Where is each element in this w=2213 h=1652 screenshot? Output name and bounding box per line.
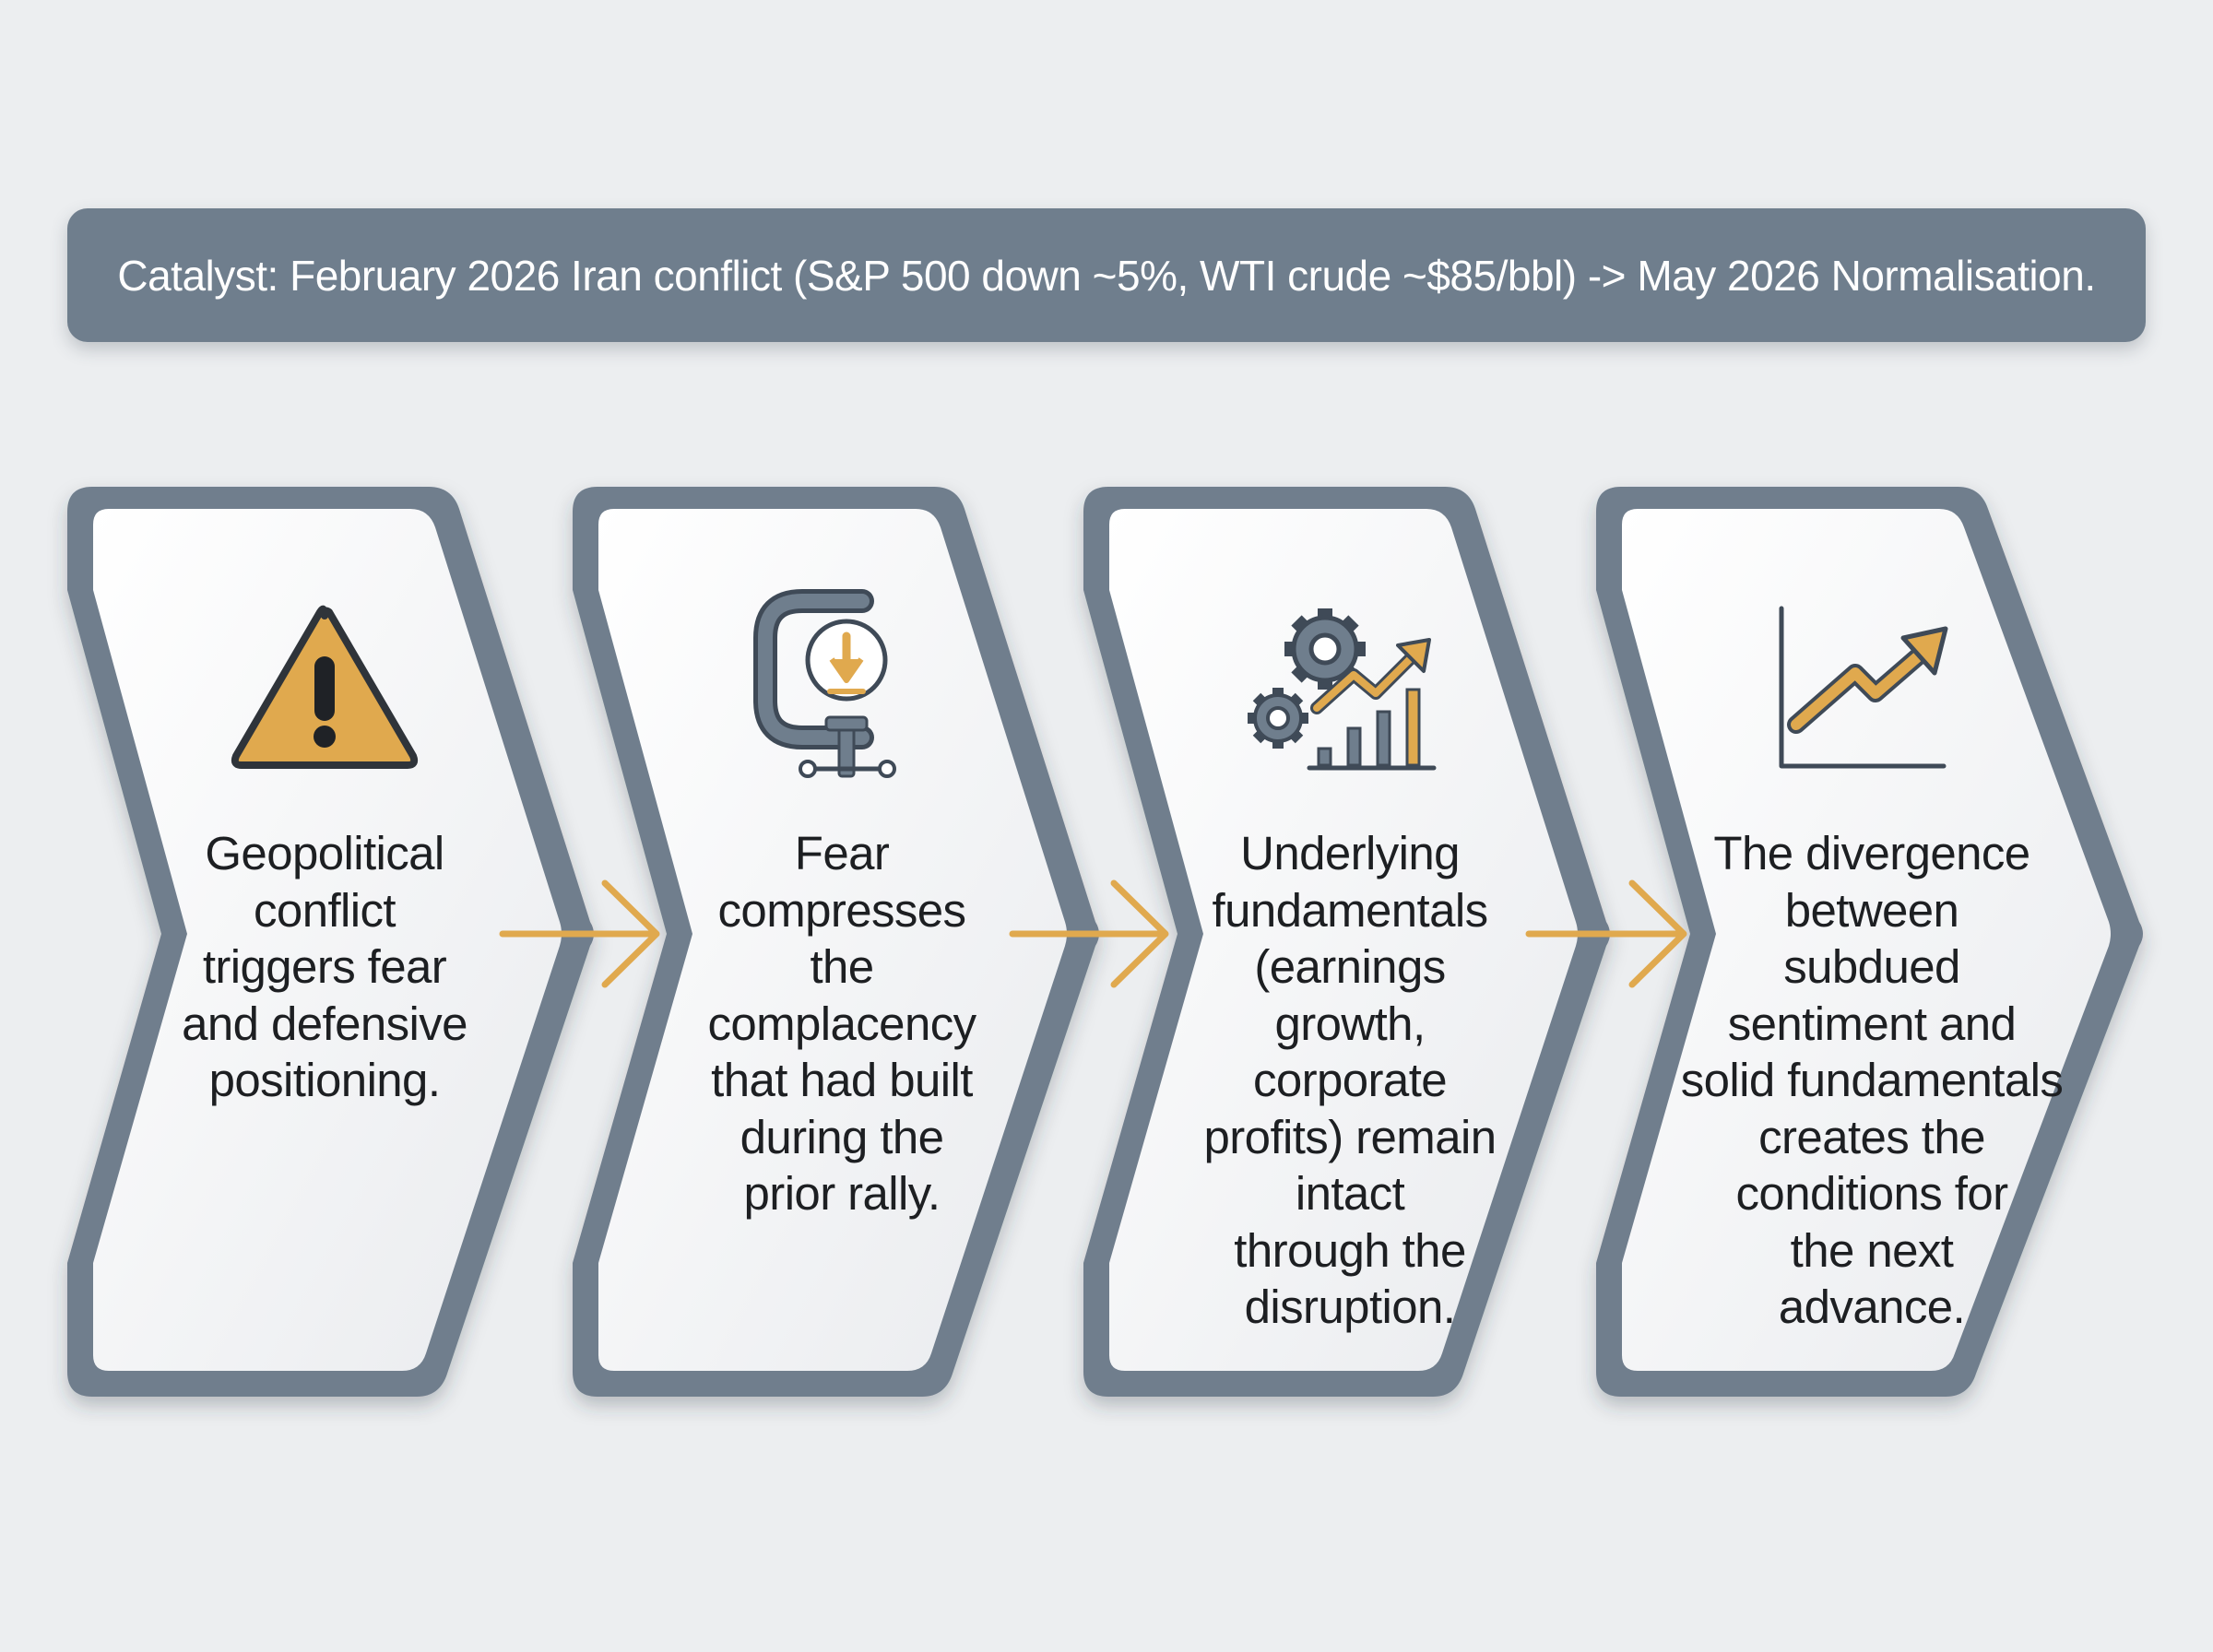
step-2-chevron [573, 487, 1099, 1397]
gears-growth-icon [1248, 608, 1437, 771]
catalyst-banner: Catalyst: February 2026 Iran conflict (S… [67, 208, 2146, 342]
connector-arrow-1 [499, 879, 660, 988]
step-3-chevron [1083, 487, 1610, 1397]
connector-arrow-3 [1525, 879, 1687, 988]
step-1-text: Geopolitical conflict triggers fear and … [182, 827, 467, 1106]
connector-arrow-2 [1009, 879, 1169, 988]
warning-icon [231, 605, 419, 769]
clamp-icon [753, 589, 896, 778]
step-1-chevron [67, 487, 594, 1397]
step-4-chevron [1596, 487, 2143, 1397]
step-2-text: Fear compresses the complacency that had… [707, 827, 976, 1220]
step-4-text: The divergence between subdued sentiment… [1680, 827, 2064, 1333]
catalyst-text: Catalyst: February 2026 Iran conflict (S… [117, 251, 2096, 300]
uptrend-chart-icon [1779, 606, 1948, 769]
step-3-text: Underlying fundamentals (earnings growth… [1203, 827, 1497, 1333]
